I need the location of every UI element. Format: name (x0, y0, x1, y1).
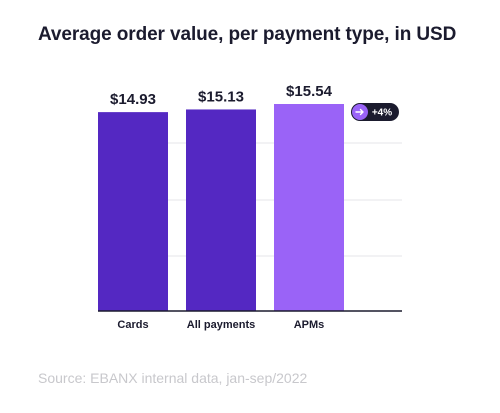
value-label: $14.93 (110, 91, 156, 108)
arrow-glyph (355, 108, 364, 116)
bar-cards (98, 112, 168, 311)
source-note: Source: EBANX internal data, jan-sep/202… (38, 370, 308, 386)
x-tick-labels: Cards All payments APMs (117, 319, 324, 331)
bars (98, 104, 344, 311)
x-tick-label: All payments (187, 319, 255, 331)
x-tick-label: Cards (117, 319, 148, 331)
change-badge: +4% (351, 103, 399, 121)
x-tick-label: APMs (294, 319, 325, 331)
bar-all-payments (186, 109, 256, 311)
value-labels: $14.93 $15.13 $15.54 (110, 83, 333, 108)
value-label: $15.54 (286, 83, 333, 100)
badge-label: +4% (372, 108, 392, 119)
value-label: $15.13 (198, 88, 244, 105)
bar-apms (274, 104, 344, 311)
chart-title: Average order value, per payment type, i… (38, 24, 457, 45)
